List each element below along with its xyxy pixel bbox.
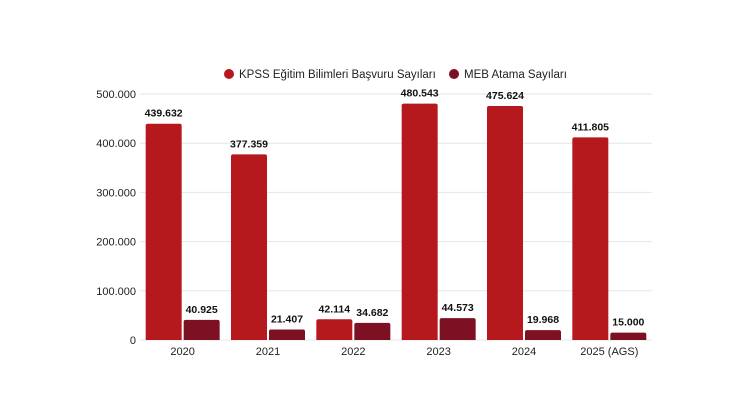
bar-meb <box>610 332 647 340</box>
bar-kpss <box>316 319 353 340</box>
bar-kpss <box>572 137 609 340</box>
data-label: 439.632 <box>145 108 183 120</box>
bar-kpss <box>401 103 438 340</box>
bar-meb <box>439 318 476 340</box>
y-axis: 0 100.000 200.000 300.000 400.000 500.000 <box>96 89 136 347</box>
legend-label: KPSS Eğitim Bilimleri Başvuru Sayıları <box>239 69 436 81</box>
x-tick-label: 2023 <box>426 346 450 358</box>
x-tick-label: 2025 (AGS) <box>580 346 638 358</box>
data-label: 40.925 <box>186 304 218 316</box>
bar-meb <box>269 329 305 340</box>
y-tick-label: 200.000 <box>96 237 136 249</box>
legend: KPSS Eğitim Bilimleri Başvuru Sayıları ME… <box>224 69 567 81</box>
legend-label: MEB Atama Sayıları <box>464 69 567 81</box>
data-label: 475.624 <box>486 90 524 102</box>
bar-kpss <box>145 123 182 341</box>
y-tick-label: 400.000 <box>96 138 136 150</box>
bar-kpss <box>231 154 267 340</box>
data-label: 19.968 <box>527 314 559 326</box>
x-tick-label: 2020 <box>170 346 194 358</box>
data-label: 377.359 <box>230 138 268 150</box>
data-label: 411.805 <box>572 121 610 133</box>
legend-swatch <box>449 69 459 79</box>
y-tick-label: 100.000 <box>96 286 136 298</box>
x-axis: 2020 2021 2022 2023 2024 2025 (AGS) <box>170 346 638 358</box>
x-tick-label: 2022 <box>341 346 365 358</box>
data-labels: 439.632 40.925 377.359 21.407 42.114 34.682 48… <box>145 88 645 329</box>
bar-meb <box>354 322 391 340</box>
y-tick-label: 0 <box>130 335 136 347</box>
bar-meb <box>183 319 220 340</box>
bar-kpss <box>487 105 523 341</box>
grid-lines <box>140 93 652 341</box>
data-label: 480.543 <box>401 88 439 100</box>
data-label: 42.114 <box>319 303 351 315</box>
y-tick-label: 300.000 <box>96 187 136 199</box>
bar-meb <box>525 330 561 340</box>
data-label: 44.573 <box>442 302 474 314</box>
data-label: 21.407 <box>271 313 303 325</box>
x-tick-label: 2024 <box>512 346 536 358</box>
data-label: 15.000 <box>612 317 644 329</box>
bars <box>145 103 647 341</box>
x-tick-label: 2021 <box>256 346 280 358</box>
legend-swatch <box>224 69 234 79</box>
data-label: 34.682 <box>356 307 388 319</box>
y-tick-label: 500.000 <box>96 89 136 101</box>
